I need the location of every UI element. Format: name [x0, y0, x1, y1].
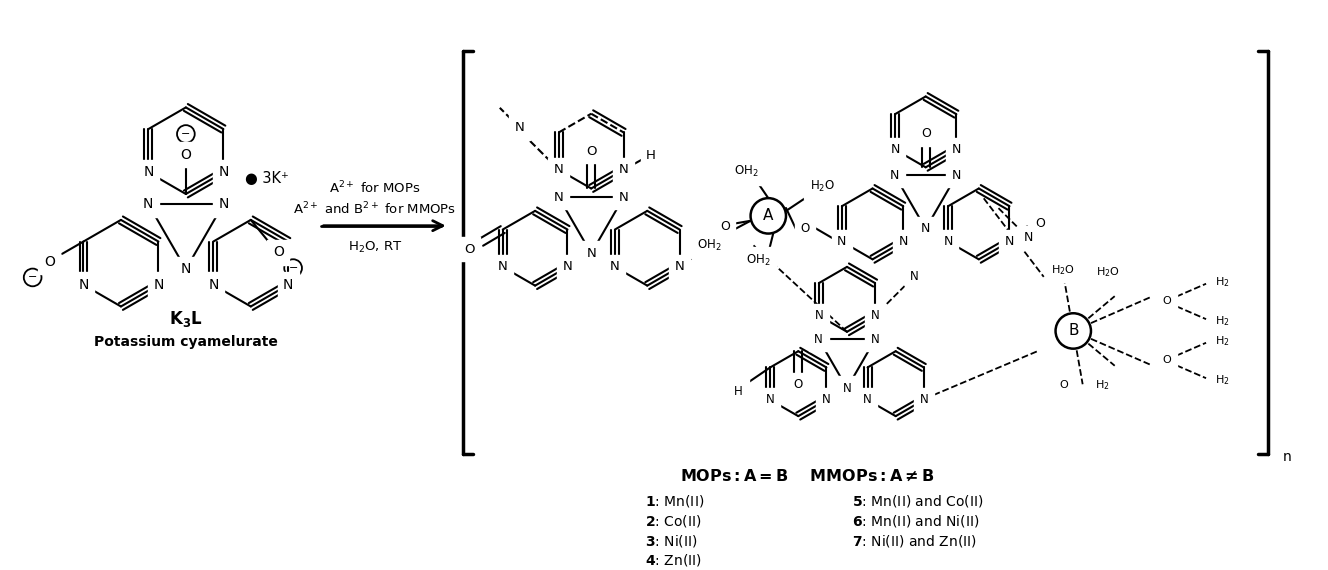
Text: N: N	[890, 169, 899, 182]
Text: O: O	[794, 378, 803, 391]
Text: N: N	[514, 121, 525, 134]
Text: O: O	[44, 255, 54, 268]
Text: N: N	[842, 382, 851, 394]
Text: N: N	[899, 235, 908, 248]
Text: N: N	[863, 393, 872, 406]
Text: H$_2$O: H$_2$O	[1052, 263, 1076, 277]
Text: O: O	[1035, 217, 1045, 230]
Text: N: N	[619, 163, 628, 176]
Text: $\mathbf{5}$: Mn(II) and Co(II): $\mathbf{5}$: Mn(II) and Co(II)	[851, 493, 983, 509]
Text: N: N	[208, 278, 219, 292]
Text: N: N	[283, 278, 293, 292]
Text: $\mathbf{7}$: Ni(II) and Zn(II): $\mathbf{7}$: Ni(II) and Zn(II)	[851, 532, 977, 548]
Text: N: N	[610, 260, 620, 274]
Text: N: N	[153, 278, 163, 292]
Text: B: B	[1068, 323, 1078, 339]
Text: H: H	[647, 149, 656, 161]
Text: N: N	[952, 169, 961, 182]
Text: N: N	[837, 235, 846, 248]
Text: n: n	[1283, 450, 1292, 464]
Text: N: N	[943, 235, 952, 248]
Text: N: N	[871, 333, 879, 346]
Text: N: N	[218, 165, 228, 180]
Text: N: N	[822, 393, 831, 406]
Text: O: O	[586, 145, 596, 157]
Text: N: N	[143, 165, 154, 180]
Text: H$_2$O: H$_2$O	[810, 179, 835, 194]
Text: N: N	[871, 309, 879, 322]
Text: $\mathbf{6}$: Mn(II) and Ni(II): $\mathbf{6}$: Mn(II) and Ni(II)	[851, 513, 979, 529]
Text: H$_2$: H$_2$	[1215, 373, 1230, 387]
Text: H$_2$: H$_2$	[1215, 314, 1230, 328]
Text: OH$_2$: OH$_2$	[697, 238, 721, 253]
Text: Potassium cyamelurate: Potassium cyamelurate	[94, 335, 278, 349]
Text: H$_2$: H$_2$	[1215, 275, 1230, 288]
Text: H$_2$: H$_2$	[1215, 334, 1230, 348]
Text: N: N	[1024, 231, 1033, 244]
Text: H$_2$O: H$_2$O	[1096, 265, 1120, 279]
Circle shape	[1056, 314, 1092, 349]
Text: A$^{2+}$ for MOPs: A$^{2+}$ for MOPs	[329, 180, 421, 197]
Text: N: N	[554, 190, 563, 203]
Text: N: N	[910, 270, 919, 283]
Text: O: O	[1162, 296, 1171, 307]
Text: H: H	[734, 385, 744, 397]
Text: OH$_2$: OH$_2$	[746, 253, 770, 268]
Text: N: N	[952, 143, 961, 156]
Text: O: O	[181, 148, 191, 162]
Text: $\mathbf{MOPs: A = B}$    $\mathbf{MMOPs: A \neq B}$: $\mathbf{MOPs: A = B}$ $\mathbf{MMOPs: A…	[680, 468, 935, 483]
Text: O: O	[1162, 356, 1171, 365]
Text: N: N	[619, 190, 628, 203]
Text: $\mathbf{K_3L}$: $\mathbf{K_3L}$	[169, 309, 203, 329]
Text: H$_2$: H$_2$	[1096, 378, 1110, 392]
Text: $\mathbf{4}$: Zn(II): $\mathbf{4}$: Zn(II)	[645, 552, 703, 568]
Circle shape	[750, 198, 786, 234]
Text: N: N	[498, 260, 507, 274]
Text: N: N	[1005, 235, 1015, 248]
Text: A$^{2+}$ and B$^{2+}$ for MMOPs: A$^{2+}$ and B$^{2+}$ for MMOPs	[293, 201, 457, 217]
Text: O: O	[274, 245, 284, 259]
Text: N: N	[181, 262, 191, 276]
Text: −: −	[28, 272, 37, 283]
Text: N: N	[919, 393, 928, 406]
Text: N: N	[675, 260, 684, 274]
Text: $\mathbf{1}$: Mn(II): $\mathbf{1}$: Mn(II)	[645, 493, 705, 509]
Text: N: N	[587, 247, 596, 260]
Text: OH$_2$: OH$_2$	[734, 164, 760, 179]
Text: O: O	[801, 222, 810, 235]
Text: ● 3K⁺: ● 3K⁺	[244, 171, 288, 186]
Text: N: N	[890, 143, 899, 156]
Text: N: N	[563, 260, 572, 274]
Text: A: A	[764, 209, 773, 223]
Text: N: N	[814, 333, 823, 346]
Text: $\mathbf{2}$: Co(II): $\mathbf{2}$: Co(II)	[645, 513, 703, 529]
Text: O: O	[920, 127, 931, 140]
Text: O: O	[463, 243, 474, 256]
Text: $\mathbf{3}$: Ni(II): $\mathbf{3}$: Ni(II)	[645, 532, 699, 548]
Text: O: O	[1058, 380, 1068, 390]
Text: N: N	[554, 163, 563, 176]
Text: N: N	[78, 278, 89, 292]
Text: H$_2$O, RT: H$_2$O, RT	[348, 240, 402, 255]
Text: −: −	[288, 263, 297, 273]
Text: N: N	[218, 197, 228, 211]
Text: N: N	[143, 197, 154, 211]
Text: O: O	[720, 220, 730, 233]
Text: N: N	[922, 222, 931, 235]
Text: N: N	[814, 309, 823, 322]
Text: N: N	[766, 393, 774, 406]
Text: −: −	[181, 129, 190, 139]
